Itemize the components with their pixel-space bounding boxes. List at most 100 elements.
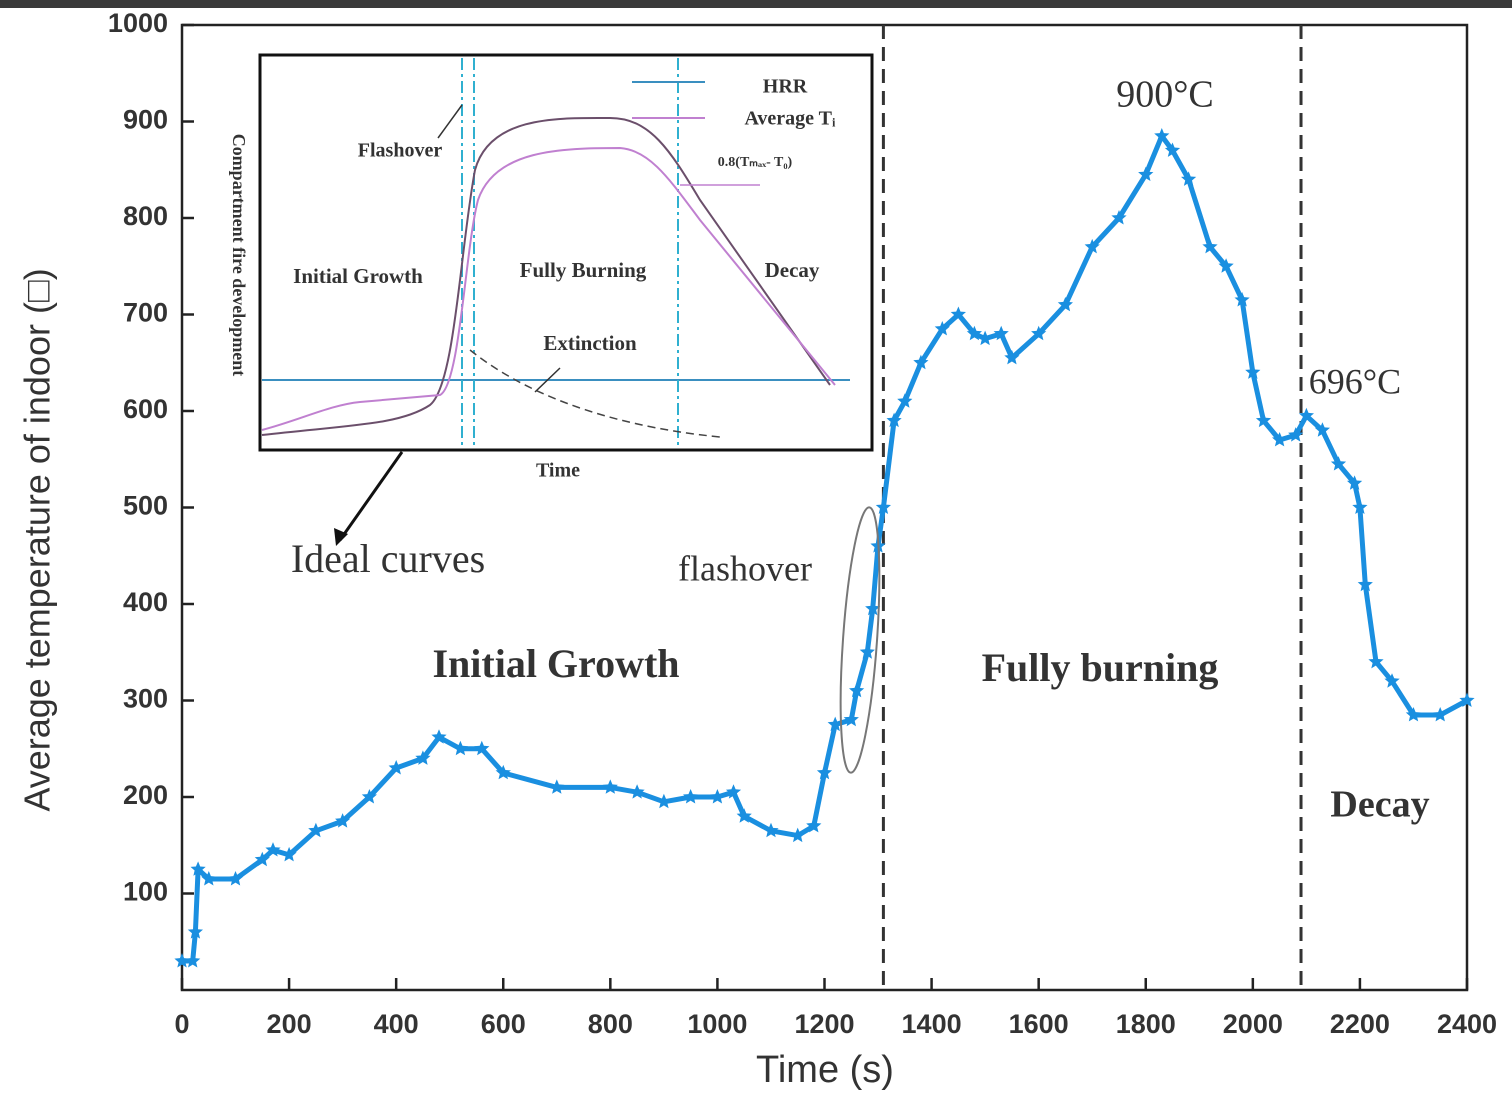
data-point [1084,238,1100,254]
data-point [1368,653,1384,669]
x-tick-label: 600 [481,1009,526,1039]
data-point [683,789,699,804]
y-tick-label: 200 [123,780,168,810]
data-point [709,789,725,804]
data-point [190,861,206,876]
data-point [816,764,833,780]
data-point [265,842,281,857]
data-point [549,779,565,794]
x-tick-label: 1200 [794,1009,854,1039]
inset-label: Extinction [543,331,637,355]
data-point [602,779,618,794]
data-point [656,793,672,809]
inset-legend-label: HRR [763,76,808,98]
data-point [1432,707,1448,722]
y-tick-label: 400 [123,587,168,617]
data-point [849,682,865,698]
data-point [1218,258,1234,273]
data-point [1111,210,1127,225]
phase-label: Decay [1330,784,1429,826]
data-point [452,740,468,756]
data-point [1405,707,1422,722]
y-tick-label: 100 [123,877,168,907]
inset-frame [258,53,874,452]
x-tick-label: 400 [374,1009,419,1039]
inset-arrow [534,367,561,393]
data-point [1164,142,1181,157]
data-point [1298,407,1314,423]
inset-x-label: Time [536,460,580,482]
data-point [281,846,297,862]
data-point [1202,238,1218,254]
inset-y-label: Compartment fire development [229,134,249,377]
inset-extinction-curve [469,349,721,438]
y-tick-label: 600 [123,394,168,424]
annotation: 696°C [1309,361,1401,401]
data-point [335,813,351,828]
data-point [388,760,404,775]
data-point [474,740,490,756]
data-point [1352,499,1368,514]
data-point [875,499,891,514]
inset-threshold-label: 0.8(Tₘₐₓ- T₀) [718,155,793,170]
inset-label: Flashover [358,140,443,162]
data-point [1057,296,1073,312]
data-point [1154,128,1170,143]
inset-legend-label: Average Tᵢ [744,108,836,130]
x-tick-label: 1800 [1116,1009,1176,1039]
data-point [865,600,881,616]
inset-temperature-curve [261,146,836,431]
data-point [1459,692,1475,707]
data-point [1357,576,1373,592]
data-point [897,393,913,408]
data-point [806,818,822,833]
data-point [201,871,217,886]
y-tick-label: 800 [123,201,168,231]
data-point [495,764,511,780]
data-point [1255,412,1272,428]
x-tick-label: 800 [588,1009,633,1039]
y-tick-label: 300 [123,684,168,714]
x-tick-label: 1400 [902,1009,962,1039]
data-point [1384,673,1400,688]
data-point [1138,166,1154,181]
data-point [254,851,270,867]
data-point [308,822,324,838]
y-tick-label: 900 [123,105,168,135]
x-tick-label: 0 [174,1009,189,1039]
data-point [790,827,806,843]
flashover-ellipse [839,506,881,774]
data-point [1347,475,1363,490]
data-point [361,789,377,804]
data-point [227,871,244,886]
data-point [174,953,190,968]
inset-label: Fully Burning [520,258,647,282]
data-point [1330,456,1347,471]
x-tick-label: 2400 [1437,1009,1497,1039]
data-point [1272,432,1288,447]
photo-strip [0,0,1512,8]
data-point [934,321,950,336]
x-tick-label: 1000 [687,1009,747,1039]
data-point [629,784,645,799]
x-tick-label: 2000 [1223,1009,1283,1039]
y-tick-label: 1000 [108,8,168,38]
annotation-arrow [338,451,404,541]
data-point [1245,364,1261,379]
data-point [993,325,1009,341]
inset-hrr-curve [261,116,831,436]
data-point [1234,292,1250,307]
data-point [725,784,742,799]
data-point [913,354,929,370]
data-point [736,808,752,823]
data-point [763,822,779,838]
data-point [415,750,431,765]
data-point [1288,427,1304,442]
data-point [827,716,843,732]
x-tick-label: 1600 [1009,1009,1069,1039]
phase-label: Fully burning [982,645,1219,690]
y-axis-label: Average temperature of indoor (□) [17,268,58,811]
annotation-arrowhead [334,528,348,546]
x-axis-label: Time (s) [756,1049,894,1091]
